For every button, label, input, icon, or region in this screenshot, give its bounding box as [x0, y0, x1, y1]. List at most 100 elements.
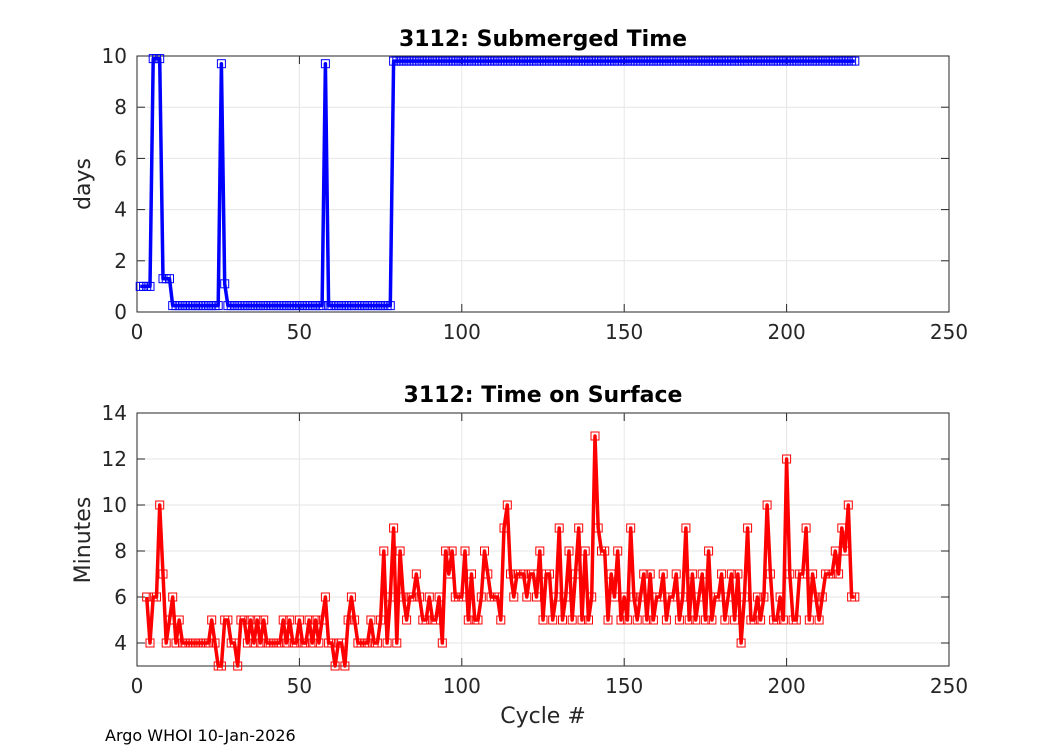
time-on-surface-data-point: [165, 615, 174, 625]
time-on-surface-data-point: [772, 615, 782, 625]
time-on-surface-data-point: [281, 638, 291, 648]
submerged-time-ylabel: days: [71, 158, 96, 210]
time-on-surface-data-point: [840, 546, 850, 556]
time-on-surface-data-point: [467, 569, 476, 579]
time-on-surface-ytick-label: 8: [114, 539, 127, 563]
time-on-surface-data-point: [437, 638, 447, 648]
time-on-surface-data-point: [785, 569, 795, 579]
submerged-time-xtick-label: 100: [443, 320, 481, 344]
submerged-time-data-point: [850, 56, 860, 66]
time-on-surface-data-point: [720, 615, 730, 625]
time-on-surface-data-point: [700, 615, 710, 625]
time-on-surface-data-point: [340, 661, 350, 671]
time-on-surface-data-point: [811, 592, 821, 602]
time-on-surface-data-point: [648, 615, 658, 625]
submerged-time-xtick-label: 50: [287, 320, 312, 344]
time-on-surface-data-point: [535, 546, 545, 556]
time-on-surface-xtick-label: 250: [930, 674, 968, 698]
time-on-surface-data-point: [752, 592, 762, 602]
time-on-surface-data-point: [408, 592, 418, 602]
time-on-surface-data-point: [528, 569, 538, 579]
time-on-surface-data-point: [817, 592, 827, 602]
time-on-surface-data-point: [158, 569, 168, 579]
time-on-surface-data-point: [655, 592, 665, 602]
time-on-surface-data-point: [782, 454, 792, 464]
time-on-surface-data-point: [330, 661, 340, 671]
time-on-surface-data-point: [564, 546, 574, 556]
time-on-surface-data-point: [415, 592, 425, 602]
submerged-time-axes: [136, 55, 950, 313]
submerged-time-data-point: [155, 54, 165, 64]
time-on-surface-data-point: [174, 615, 184, 625]
time-on-surface-data-point: [558, 615, 567, 625]
time-on-surface-data-point: [460, 546, 470, 556]
time-on-surface-data-point: [723, 592, 733, 602]
time-on-surface-data-point: [233, 661, 243, 671]
time-on-surface-data-point: [346, 592, 356, 602]
time-on-surface-data-point: [317, 615, 327, 625]
time-on-surface-data-point: [294, 615, 304, 625]
submerged-time-grid: [137, 56, 949, 312]
time-on-surface-data-point: [577, 615, 587, 625]
time-on-surface-data-point: [834, 569, 844, 579]
time-on-surface-data-point: [389, 523, 399, 533]
time-on-surface-data-point: [444, 569, 454, 579]
time-on-surface-series: [142, 431, 860, 671]
time-on-surface-data-point: [441, 546, 451, 556]
time-on-surface-data-point: [207, 615, 217, 625]
time-on-surface-data-point: [372, 638, 382, 648]
time-on-surface-xtick-label: 100: [443, 674, 481, 698]
time-on-surface-data-point: [580, 546, 590, 556]
submerged-time-ytick-label: 0: [114, 300, 127, 324]
time-on-surface-data-point: [204, 638, 213, 648]
time-on-surface-data-point: [499, 523, 509, 533]
time-on-surface-data-point: [421, 615, 431, 625]
time-on-surface-ylabel: Minutes: [71, 497, 96, 584]
time-on-surface-data-point: [804, 615, 814, 625]
time-on-surface-data-point: [239, 615, 249, 625]
time-on-surface-data-point: [385, 592, 395, 602]
time-on-surface-data-point: [249, 638, 259, 648]
time-on-surface-data-point: [171, 638, 181, 648]
time-on-surface-data-point: [142, 592, 152, 602]
time-on-surface-data-point: [480, 546, 489, 556]
time-on-surface-data-point: [704, 546, 714, 556]
time-on-surface-data-point: [707, 615, 717, 625]
time-on-surface-data-point: [216, 661, 226, 671]
time-on-surface-xtick-label: 150: [605, 674, 643, 698]
time-on-surface-data-point: [337, 638, 347, 648]
time-on-surface-data-point: [756, 615, 766, 625]
time-on-surface-data-point: [632, 615, 642, 625]
submerged-time-data-point: [216, 59, 226, 69]
time-on-surface-ytick-label: 4: [114, 631, 127, 655]
time-on-surface-data-point: [554, 523, 564, 533]
time-on-surface-ticks: 0 50 100 150 200 250 4 6 8 10 12 14: [102, 401, 969, 698]
time-on-surface-data-point: [694, 592, 704, 602]
time-on-surface-data-point: [168, 592, 178, 602]
time-on-surface-data-point: [411, 569, 421, 579]
time-on-surface-data-point: [590, 431, 600, 441]
time-on-surface-data-point: [382, 638, 392, 648]
time-on-surface-data-point: [622, 615, 632, 625]
time-on-surface-data-point: [561, 592, 571, 602]
time-on-surface-data-point: [223, 615, 233, 625]
time-on-surface-data-point: [376, 615, 386, 625]
time-on-surface-data-point: [252, 615, 262, 625]
time-on-surface-data-point: [843, 500, 853, 510]
time-on-surface-data-point: [259, 615, 269, 625]
time-on-surface-data-point: [808, 569, 818, 579]
submerged-time-data-point: [165, 274, 174, 284]
time-on-surface-data-point: [145, 638, 155, 648]
submerged-time-series: [135, 54, 860, 311]
time-on-surface-data-point: [687, 569, 697, 579]
time-on-surface-data-point: [255, 638, 265, 648]
time-on-surface-data-point: [567, 615, 577, 625]
time-on-surface-data-point: [697, 569, 707, 579]
time-on-surface-data-point: [661, 615, 671, 625]
time-on-surface-data-point: [161, 638, 171, 648]
time-on-surface-data-point: [791, 615, 801, 625]
submerged-time-data-point: [385, 301, 395, 311]
time-on-surface-data-point: [363, 638, 373, 648]
footer-credit: Argo WHOI 10-Jan-2026: [105, 726, 296, 745]
time-on-surface-data-point: [743, 523, 753, 533]
